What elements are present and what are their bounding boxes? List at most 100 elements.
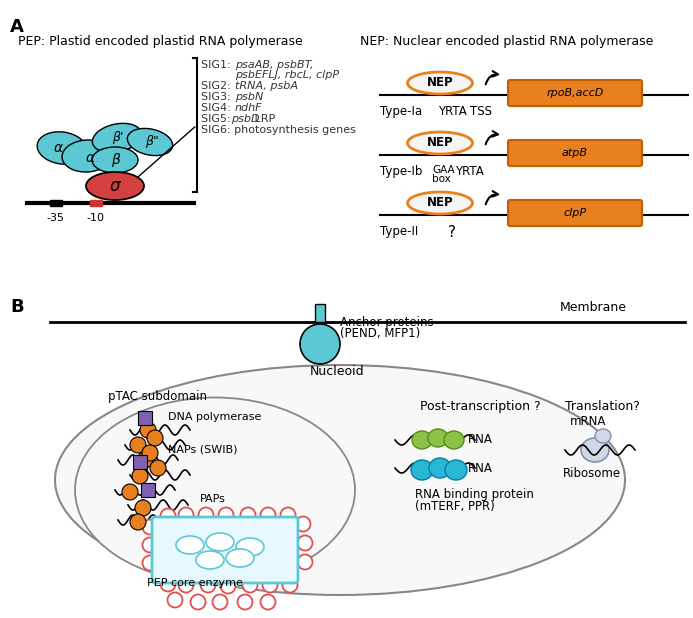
Text: YRTA: YRTA xyxy=(438,105,467,118)
Ellipse shape xyxy=(238,595,252,609)
Text: NEP: NEP xyxy=(427,77,453,90)
FancyBboxPatch shape xyxy=(508,200,642,226)
Text: SIG6: photosynthesis genes: SIG6: photosynthesis genes xyxy=(201,125,356,135)
Ellipse shape xyxy=(236,538,264,556)
Text: (PEND, MFP1): (PEND, MFP1) xyxy=(340,327,420,340)
Text: -35: -35 xyxy=(46,213,64,223)
Ellipse shape xyxy=(297,554,313,570)
Ellipse shape xyxy=(261,507,276,522)
Ellipse shape xyxy=(37,132,87,164)
Ellipse shape xyxy=(445,460,467,480)
Text: RNA: RNA xyxy=(468,462,493,475)
Ellipse shape xyxy=(75,397,355,583)
Text: SIG3:: SIG3: xyxy=(201,92,234,102)
Text: NEP: NEP xyxy=(427,137,453,150)
Ellipse shape xyxy=(128,129,173,156)
Text: α: α xyxy=(53,141,62,155)
Text: mRNA: mRNA xyxy=(570,415,606,428)
Ellipse shape xyxy=(143,520,157,535)
Text: β: β xyxy=(111,153,119,167)
Text: NEP: Nuclear encoded plastid RNA polymerase: NEP: Nuclear encoded plastid RNA polymer… xyxy=(360,35,653,48)
Text: Membrane: Membrane xyxy=(560,301,627,314)
Ellipse shape xyxy=(135,500,151,516)
Ellipse shape xyxy=(240,507,256,522)
Ellipse shape xyxy=(263,577,277,593)
Ellipse shape xyxy=(55,365,625,595)
Text: A: A xyxy=(10,18,24,36)
Text: Type-Ia: Type-Ia xyxy=(380,105,422,118)
Text: TSS: TSS xyxy=(470,105,492,118)
Bar xyxy=(90,200,102,206)
Ellipse shape xyxy=(176,536,204,554)
Text: RNA: RNA xyxy=(468,433,493,446)
Ellipse shape xyxy=(122,484,138,500)
Ellipse shape xyxy=(444,431,464,449)
Text: SIG4:: SIG4: xyxy=(201,103,234,113)
Ellipse shape xyxy=(143,556,157,570)
FancyBboxPatch shape xyxy=(508,140,642,166)
Ellipse shape xyxy=(411,460,433,480)
Ellipse shape xyxy=(62,140,112,172)
Ellipse shape xyxy=(86,172,144,200)
Text: psbD: psbD xyxy=(231,114,260,124)
Ellipse shape xyxy=(161,509,175,523)
FancyBboxPatch shape xyxy=(508,80,642,106)
Ellipse shape xyxy=(595,429,611,443)
Ellipse shape xyxy=(130,514,146,530)
Ellipse shape xyxy=(412,431,432,449)
Ellipse shape xyxy=(92,147,138,173)
Ellipse shape xyxy=(161,577,175,591)
Text: RNA binding protein: RNA binding protein xyxy=(415,488,534,501)
Text: LRP: LRP xyxy=(251,114,275,124)
Text: Anchor proteins: Anchor proteins xyxy=(340,316,434,329)
Ellipse shape xyxy=(140,422,156,438)
Text: Type-II: Type-II xyxy=(380,225,419,238)
Ellipse shape xyxy=(200,577,216,593)
Text: Type-Ib: Type-Ib xyxy=(380,165,422,178)
Ellipse shape xyxy=(198,507,213,522)
Ellipse shape xyxy=(297,536,313,551)
Text: psbN: psbN xyxy=(235,92,263,102)
Text: Nucleoid: Nucleoid xyxy=(310,365,365,378)
Text: B: B xyxy=(10,298,24,316)
Ellipse shape xyxy=(407,72,473,94)
Ellipse shape xyxy=(137,452,153,468)
Ellipse shape xyxy=(130,437,146,453)
Ellipse shape xyxy=(428,429,448,447)
Text: SIG5:: SIG5: xyxy=(201,114,234,124)
Text: PAPs: PAPs xyxy=(200,494,226,504)
Text: NEP: NEP xyxy=(427,197,453,210)
Ellipse shape xyxy=(407,132,473,154)
Ellipse shape xyxy=(213,595,227,609)
Text: psaAB, psbBT,: psaAB, psbBT, xyxy=(235,60,313,70)
Ellipse shape xyxy=(142,445,158,461)
Ellipse shape xyxy=(132,468,148,484)
Ellipse shape xyxy=(261,595,276,609)
Ellipse shape xyxy=(168,593,182,607)
Text: PEP: Plastid encoded plastid RNA polymerase: PEP: Plastid encoded plastid RNA polymer… xyxy=(18,35,303,48)
Text: clpP: clpP xyxy=(563,208,586,218)
Ellipse shape xyxy=(191,595,206,609)
Text: β': β' xyxy=(112,130,123,143)
Ellipse shape xyxy=(150,460,166,476)
Text: psbEFLJ, rbcL, clpP: psbEFLJ, rbcL, clpP xyxy=(235,70,339,80)
Text: YRTA: YRTA xyxy=(455,165,484,178)
Ellipse shape xyxy=(220,578,236,593)
Text: GAA: GAA xyxy=(432,165,455,175)
Ellipse shape xyxy=(179,507,193,522)
Text: α: α xyxy=(85,151,94,165)
Ellipse shape xyxy=(179,577,193,593)
Ellipse shape xyxy=(206,533,234,551)
Ellipse shape xyxy=(300,324,340,364)
Text: Ribosome: Ribosome xyxy=(563,467,621,480)
Text: SIG1:: SIG1: xyxy=(201,60,234,70)
Text: atpB: atpB xyxy=(562,148,588,158)
Ellipse shape xyxy=(581,438,609,462)
Text: box: box xyxy=(432,174,450,184)
Text: DNA polymerase: DNA polymerase xyxy=(168,412,261,422)
Ellipse shape xyxy=(147,430,163,446)
Text: SIG2:: SIG2: xyxy=(201,81,234,91)
Bar xyxy=(50,200,62,206)
Bar xyxy=(315,304,325,322)
Text: PEP core enzyme: PEP core enzyme xyxy=(147,578,243,588)
